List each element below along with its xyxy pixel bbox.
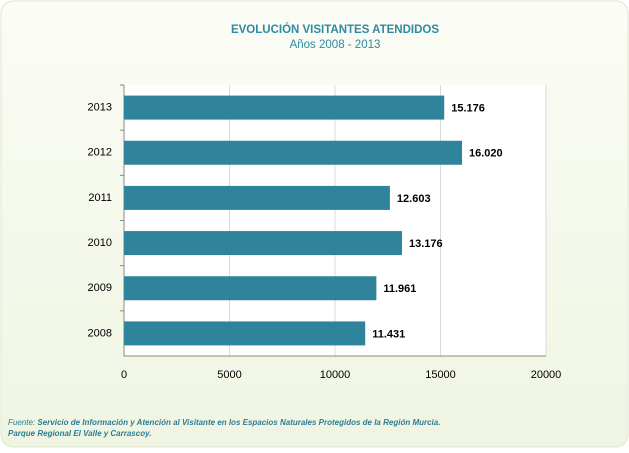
y-tick-label: 2013 xyxy=(88,101,112,113)
x-tick-label: 0 xyxy=(121,369,127,381)
bar xyxy=(124,185,390,210)
y-tick-label: 2012 xyxy=(88,147,112,159)
chart-title: EVOLUCIÓN VISITANTES ATENDIDOS xyxy=(231,23,439,36)
source-text: Parque Regional El Valle y Carrascoy. xyxy=(8,429,151,438)
bar xyxy=(124,140,463,165)
source-note: Fuente: Servicio de Información y Atenci… xyxy=(8,418,440,427)
y-tick-label: 2011 xyxy=(88,192,112,204)
chart-subtitle: Años 2008 - 2013 xyxy=(290,39,381,51)
bar xyxy=(124,276,377,301)
y-tick-label: 2010 xyxy=(88,237,112,249)
x-tick-label: 20000 xyxy=(531,369,562,381)
x-tick-label: 5000 xyxy=(217,369,241,381)
value-label: 13.176 xyxy=(409,238,443,250)
x-tick-label: 15000 xyxy=(425,369,456,381)
source-text: Servicio de Información y Atención al Vi… xyxy=(37,418,440,427)
bar xyxy=(124,321,366,346)
value-label: 16.020 xyxy=(469,148,503,160)
bar xyxy=(124,231,403,256)
value-label: 15.176 xyxy=(451,102,485,114)
y-tick-label: 2009 xyxy=(88,282,112,294)
y-tick-label: 2008 xyxy=(88,327,112,339)
x-tick-label: 10000 xyxy=(320,369,351,381)
value-label: 11.431 xyxy=(372,328,405,340)
source-label: Fuente: xyxy=(8,418,35,427)
value-label: 12.603 xyxy=(397,193,431,205)
bar xyxy=(124,95,445,120)
value-label: 11.961 xyxy=(383,283,416,295)
